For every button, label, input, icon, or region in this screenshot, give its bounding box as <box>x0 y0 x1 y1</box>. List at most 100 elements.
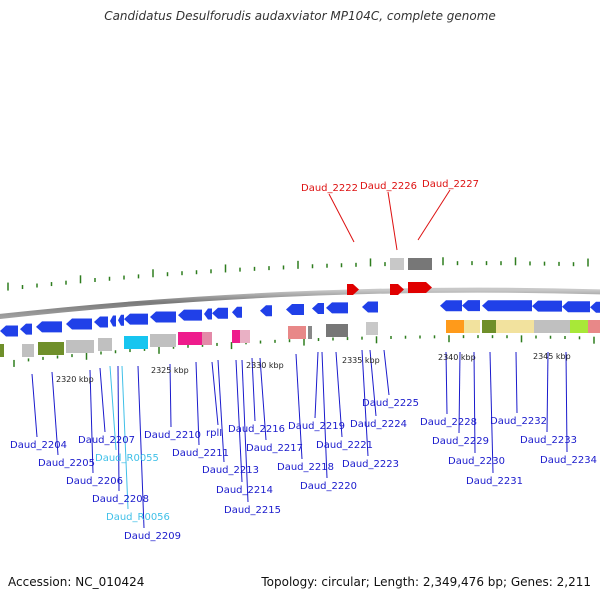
reverse-gene-arrow <box>20 323 32 335</box>
feature-block <box>366 322 378 335</box>
reverse-gene-arrow <box>232 306 242 318</box>
gene-label: Daud_2224 <box>350 419 407 430</box>
outer-tick-marks <box>7 257 589 291</box>
forward-gene-arrow <box>390 284 404 295</box>
gene-label: Daud_2225 <box>362 398 419 409</box>
leader-line <box>369 349 377 417</box>
gene-label: Daud_2207 <box>78 435 135 446</box>
feature-block <box>408 258 432 270</box>
gene-label: Daud_2228 <box>420 417 477 428</box>
feature-block <box>22 344 34 357</box>
leader-line <box>31 373 38 438</box>
kbp-label: 2325 kbp <box>151 366 189 375</box>
leader-line <box>489 351 494 474</box>
gene-label: Daud_2220 <box>300 481 357 492</box>
leader-line <box>445 351 448 415</box>
forward-gene-arrow <box>408 282 432 293</box>
reverse-gene-arrow <box>36 321 62 333</box>
feature-block <box>38 342 64 355</box>
leader-line <box>99 367 106 433</box>
reverse-gene-arrow <box>124 313 148 325</box>
reverse-gene-arrow <box>462 300 480 312</box>
gene-arrows <box>0 282 600 337</box>
feature-block <box>202 332 212 345</box>
feature-block <box>308 326 312 339</box>
gene-label: Daud_2217 <box>246 443 303 454</box>
feature-block <box>0 344 4 357</box>
feature-block <box>482 320 496 333</box>
leader-line <box>137 365 145 529</box>
leader-line <box>387 191 398 251</box>
gene-label: Daud_2233 <box>520 435 577 446</box>
feature-block <box>124 336 148 349</box>
leader-line <box>51 371 59 456</box>
gene-label: Daud_2211 <box>172 448 229 459</box>
reverse-gene-arrow <box>312 303 324 315</box>
leader-line <box>314 351 319 419</box>
feature-block <box>150 334 176 347</box>
label-leader-lines <box>31 189 568 529</box>
leader-line <box>473 351 476 454</box>
feature-block <box>446 320 464 333</box>
feature-block <box>534 320 570 333</box>
highlight-gene-label: Daud_2227 <box>422 179 479 190</box>
gene-label: Daud_2230 <box>448 456 505 467</box>
leader-line <box>169 363 172 428</box>
highlight-gene-label: Daud_2222 <box>301 183 358 194</box>
gene-label: Daud_2206 <box>66 476 123 487</box>
gene-label: Daud_2219 <box>288 421 345 432</box>
leader-line <box>217 359 225 463</box>
leader-line <box>121 365 129 510</box>
feature-block <box>178 332 202 345</box>
leader-line <box>235 359 243 483</box>
genome-backbone <box>0 287 600 319</box>
genome-title: Candidatus Desulforudis audaxviator MP10… <box>104 9 496 23</box>
reverse-gene-arrow <box>110 315 116 327</box>
feature-blocks <box>0 258 600 357</box>
gene-label: Daud_2205 <box>38 458 95 469</box>
leader-line <box>117 365 120 492</box>
reverse-gene-arrow <box>286 303 304 315</box>
reverse-gene-arrow <box>532 300 562 312</box>
leader-line <box>295 353 303 460</box>
gene-label: Daud_R0055 <box>95 453 159 464</box>
kbp-label: 2345 kbp <box>533 352 571 361</box>
leader-line <box>515 351 518 414</box>
kbp-label: 2335 kbp <box>342 356 380 365</box>
reverse-gene-arrow <box>562 301 590 313</box>
leader-line <box>241 359 249 503</box>
highlight-gene-label: Daud_2226 <box>360 181 417 192</box>
leader-line <box>546 351 549 433</box>
feature-block <box>390 258 404 270</box>
feature-block <box>326 324 348 337</box>
reverse-gene-arrow <box>178 309 202 321</box>
gene-label: Daud_2234 <box>540 455 597 466</box>
gene-label: Daud_2213 <box>202 465 259 476</box>
feature-block <box>240 330 250 343</box>
feature-block <box>66 340 94 353</box>
kbp-label: 2330 kbp <box>246 361 284 370</box>
reverse-gene-arrow <box>0 325 18 337</box>
gene-label: Daud_R0056 <box>106 512 170 523</box>
feature-block <box>288 326 306 339</box>
reverse-gene-arrow <box>260 305 272 317</box>
gene-label: Daud_2218 <box>277 462 334 473</box>
leader-line <box>361 349 369 457</box>
feature-block <box>588 320 600 333</box>
gene-label: Daud_2231 <box>466 476 523 487</box>
gene-label: Daud_2232 <box>490 416 547 427</box>
reverse-gene-arrow <box>204 308 212 320</box>
accession-text: Accession: NC_010424 <box>8 575 145 589</box>
gene-labels: Daud_2204 Daud_2205 Daud_2206 Daud_2207 Daud… <box>10 179 597 542</box>
leader-line <box>417 189 451 241</box>
gene-label: Daud_2208 <box>92 494 149 505</box>
reverse-gene-arrow <box>440 300 462 312</box>
gene-label: Daud_2229 <box>432 436 489 447</box>
leader-line <box>89 369 94 474</box>
reverse-gene-arrow <box>66 318 92 330</box>
reverse-gene-arrow <box>94 316 108 328</box>
gene-label: Daud_2221 <box>316 440 373 451</box>
gene-label: Daud_2209 <box>124 531 181 542</box>
leader-line <box>251 357 256 422</box>
